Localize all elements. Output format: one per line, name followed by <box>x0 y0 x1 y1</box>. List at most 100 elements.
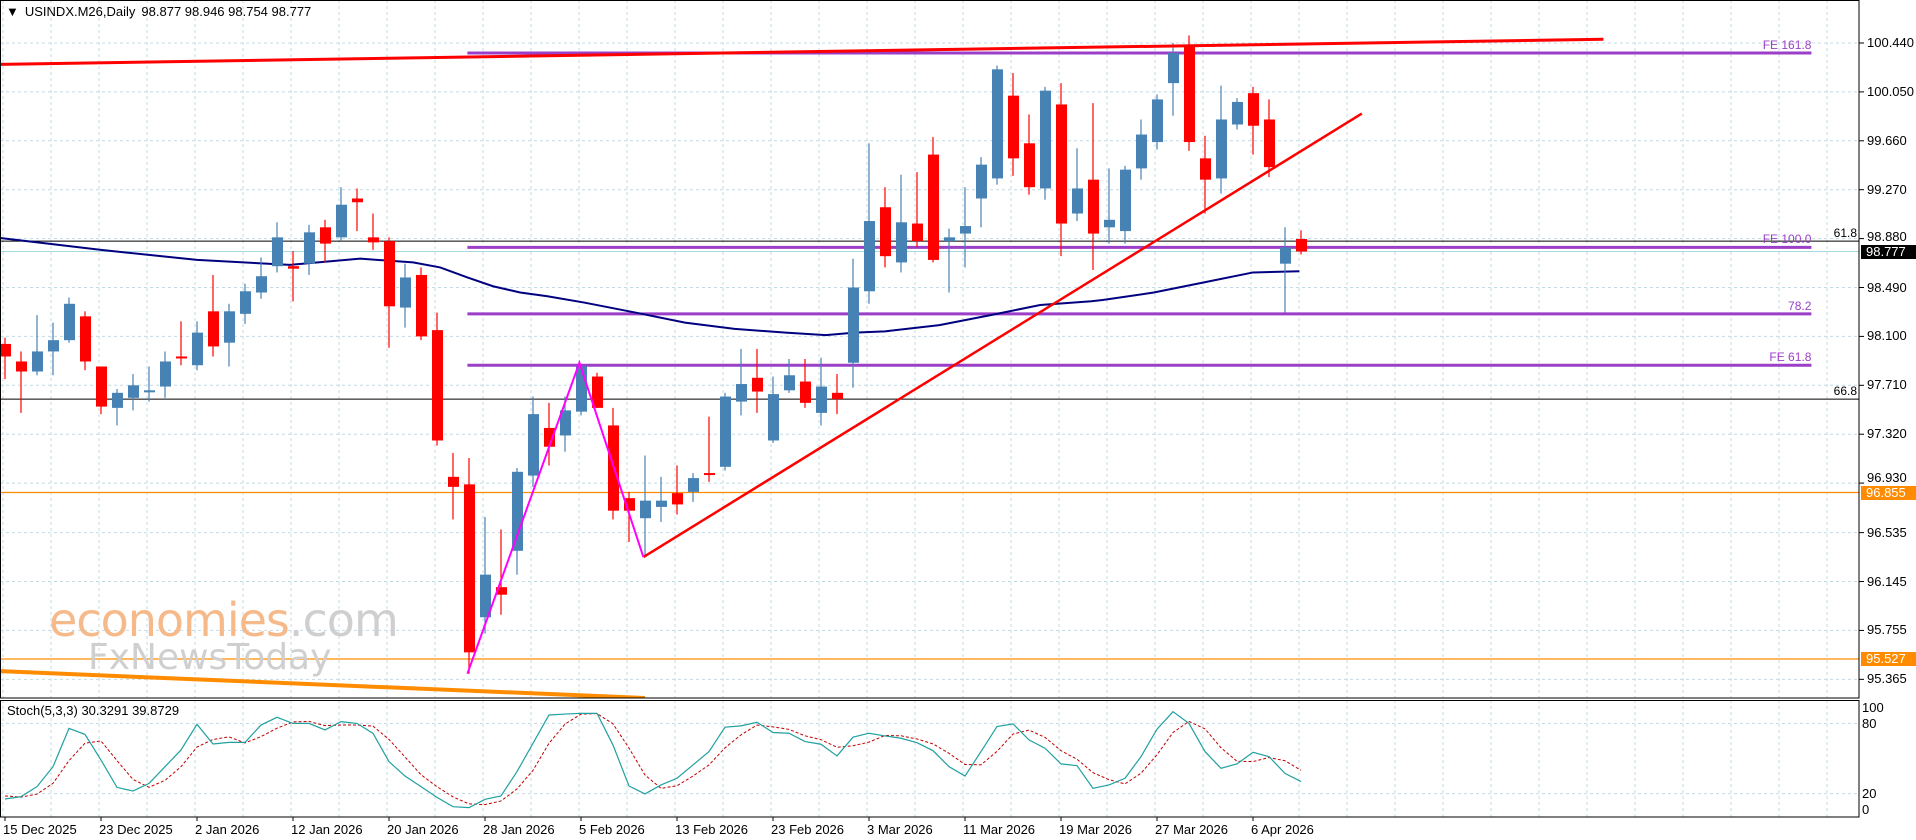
candle-body <box>416 274 427 337</box>
candle-body <box>752 377 763 392</box>
bullish-candle <box>960 187 971 268</box>
candle-body <box>592 376 603 408</box>
candle-body <box>976 164 987 199</box>
price-tag: 95.527 <box>1861 652 1916 667</box>
price-axis-label: 99.660 <box>1867 132 1907 148</box>
bearish-candle <box>96 366 107 415</box>
price-axis-label: 98.490 <box>1867 279 1907 295</box>
candle-body <box>320 227 331 244</box>
bullish-candle <box>224 303 235 367</box>
bearish-candle <box>416 267 427 341</box>
candle-body <box>1248 93 1259 126</box>
candle-body <box>256 276 267 293</box>
main-pane <box>0 0 1859 698</box>
bullish-candle <box>528 396 539 487</box>
candle-body <box>192 332 203 366</box>
candle-body <box>576 366 587 412</box>
bullish-candle <box>976 157 987 228</box>
bullish-candle <box>1120 165 1131 244</box>
support-trendline <box>642 112 1363 559</box>
candle-body <box>160 361 171 387</box>
bullish-candle <box>688 473 699 502</box>
bullish-candle <box>816 357 827 426</box>
bullish-candle <box>576 365 587 416</box>
candle-body <box>176 356 187 359</box>
candle-body <box>624 498 635 511</box>
candle-body <box>208 311 219 347</box>
bearish-candle <box>912 172 923 248</box>
bearish-candle <box>1024 114 1035 195</box>
fe-level-label: FE 61.8 <box>1769 350 1812 365</box>
bullish-candle <box>720 392 731 471</box>
bullish-candle <box>144 366 155 402</box>
bearish-candle <box>592 372 603 408</box>
candle-body <box>784 375 795 391</box>
bearish-candle <box>800 358 811 408</box>
fe-level-label: 78.2 <box>1788 298 1812 313</box>
candle-body <box>848 287 859 363</box>
candle-body <box>496 587 507 595</box>
candle-body <box>1216 119 1227 179</box>
candle-body <box>944 237 955 242</box>
bullish-candle <box>336 187 347 242</box>
bullish-candle <box>32 315 43 376</box>
candle-body <box>1152 99 1163 143</box>
candle-body <box>736 384 747 402</box>
bullish-candle <box>896 174 907 273</box>
bullish-candle <box>112 389 123 426</box>
stoch-k-value: 30.3291 <box>81 703 129 718</box>
candle-body <box>32 351 43 372</box>
candle-body <box>912 223 923 242</box>
time-axis-label: 23 Feb 2026 <box>771 822 845 837</box>
bullish-candle <box>736 348 747 416</box>
bearish-candle <box>1184 35 1195 151</box>
stoch-axis-label: 0 <box>1862 802 1870 817</box>
time-axis-label: 19 Mar 2026 <box>1059 822 1132 837</box>
candle-body <box>288 266 299 269</box>
price-axis-label: 98.880 <box>1867 228 1907 244</box>
bearish-candle <box>288 251 299 302</box>
bullish-candle <box>784 358 795 393</box>
candle-body <box>1136 134 1147 169</box>
bearish-candle <box>1056 83 1067 257</box>
stochastic-label: Stoch(5,3,3) 30.3291 39.8729 <box>7 703 179 718</box>
zigzag-line <box>466 359 645 675</box>
bearish-candle <box>16 351 27 413</box>
time-axis-label: 6 Apr 2026 <box>1251 822 1314 837</box>
bearish-candle <box>320 219 331 263</box>
candle-body <box>224 311 235 343</box>
bullish-candle <box>400 263 411 328</box>
bullish-candle <box>240 283 251 324</box>
candle-body <box>1168 53 1179 84</box>
candle-body <box>0 343 11 357</box>
candle-body <box>80 316 91 362</box>
bearish-candle <box>1296 230 1307 255</box>
bearish-candle <box>352 188 363 232</box>
price-axis-label: 100.440 <box>1867 35 1914 50</box>
candle-body <box>1264 119 1275 168</box>
bullish-candle <box>1232 98 1243 130</box>
candle-body <box>16 361 27 372</box>
bearish-candle <box>432 312 443 446</box>
bearish-candle <box>1264 99 1275 178</box>
stoch-axis-label: 20 <box>1862 785 1877 801</box>
price-axis-label: 96.535 <box>1867 524 1907 540</box>
candle-body <box>272 237 283 267</box>
bearish-candle <box>928 137 939 263</box>
bearish-candle <box>544 402 555 466</box>
candle-body <box>1280 247 1291 264</box>
fe-level-label: FE 100.0 <box>1762 232 1812 247</box>
candle-body <box>560 410 571 436</box>
candle-body <box>1296 238 1307 252</box>
candle-body <box>768 394 779 441</box>
bullish-candle <box>560 396 571 452</box>
bearish-candle <box>752 348 763 413</box>
bullish-candle <box>64 297 75 343</box>
triangle-down-icon[interactable]: ▼ <box>6 4 19 19</box>
bullish-candle <box>1136 119 1147 180</box>
price-tag: 96.855 <box>1861 485 1916 500</box>
candle-body <box>1056 104 1067 224</box>
candle-body <box>880 207 891 257</box>
